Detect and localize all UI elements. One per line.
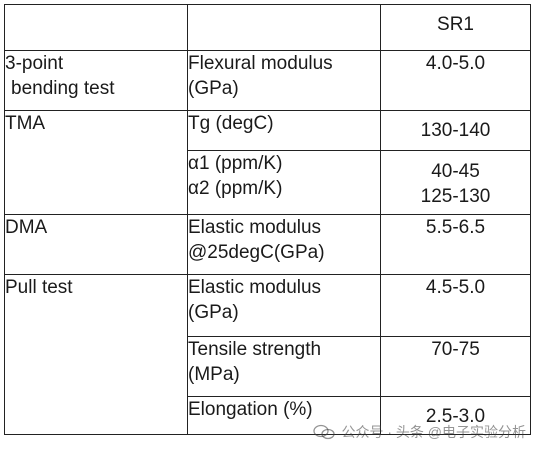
property-label: Elastic modulus xyxy=(188,217,322,238)
header-row: SR1 xyxy=(4,4,531,51)
value-cell: 40-45 125-130 xyxy=(380,150,531,215)
value-text: 2.5-3.0 xyxy=(425,406,486,427)
property-unit: (MPa) xyxy=(188,364,240,385)
test-cell: 3-point bending test xyxy=(4,50,188,111)
value-text: 125-130 xyxy=(420,186,491,207)
property-cell: Elastic modulus (GPa) xyxy=(187,274,381,337)
test-cell: DMA xyxy=(4,214,188,275)
header-sample-cell: SR1 xyxy=(380,4,531,51)
table-row: DMA Elastic modulus @25degC(GPa) 5.5-6.5 xyxy=(4,214,531,275)
property-cell: Tensile strength (MPa) xyxy=(187,336,381,397)
property-label: α1 (ppm/K) xyxy=(188,153,283,174)
value-cell: 4.0-5.0 xyxy=(380,50,531,111)
property-cell: Tg (degC) xyxy=(187,110,381,151)
test-name: 3-point xyxy=(5,53,64,74)
property-label: α2 (ppm/K) xyxy=(188,178,283,199)
value-text: 130-140 xyxy=(420,120,491,141)
wechat-icon xyxy=(313,424,336,440)
value-cell: 5.5-6.5 xyxy=(380,214,531,275)
table-row: Pull test Elastic modulus (GPa) 4.5-5.0 xyxy=(4,274,531,435)
table-row: 3-point bending test Flexural modulus (G… xyxy=(4,50,531,111)
test-name: TMA xyxy=(5,113,46,134)
watermark: 公众号 · 头条 @电子实验分析 xyxy=(313,422,526,442)
property-cell: Elongation (%) xyxy=(187,396,381,435)
test-cell: TMA xyxy=(4,110,188,215)
property-label: Tg (degC) xyxy=(188,113,274,134)
property-cell: α1 (ppm/K) α2 (ppm/K) xyxy=(187,150,381,215)
property-label: Flexural modulus xyxy=(188,53,333,74)
sample-name: SR1 xyxy=(437,14,474,35)
property-label: Elongation (%) xyxy=(188,399,313,420)
value-cell: 4.5-5.0 xyxy=(380,274,531,337)
table-row: Tensile strength (MPa) 70-75 xyxy=(5,336,531,397)
value-cell: 70-75 xyxy=(380,336,531,397)
value-text: 5.5-6.5 xyxy=(425,217,486,238)
properties-table: SR1 3-point bending test Flexural modulu… xyxy=(4,4,531,435)
property-label: Elastic modulus xyxy=(188,277,322,298)
value-text: 4.5-5.0 xyxy=(425,277,486,298)
test-name: Pull test xyxy=(5,277,73,298)
property-cell: Elastic modulus @25degC(GPa) xyxy=(187,214,381,275)
value-cell: 130-140 xyxy=(380,110,531,151)
table-row: TMA Tg (degC) 130-140 xyxy=(4,110,531,215)
test-cell: Pull test xyxy=(4,274,188,435)
value-text: 40-45 xyxy=(431,161,480,182)
watermark-text: 公众号 · 头条 @电子实验分析 xyxy=(341,424,526,440)
value-text: 4.0-5.0 xyxy=(425,53,486,74)
test-name: DMA xyxy=(5,217,48,238)
property-cell: Flexural modulus (GPa) xyxy=(187,50,381,111)
table-row: α1 (ppm/K) α2 (ppm/K) 40-45 125-130 xyxy=(5,150,531,215)
property-label: Tensile strength xyxy=(188,339,322,360)
header-empty-cell xyxy=(4,4,188,51)
property-unit: (GPa) xyxy=(188,78,239,99)
property-unit: @25degC(GPa) xyxy=(188,242,325,263)
header-empty-cell xyxy=(187,4,381,51)
table-row: Elongation (%) 2.5-3.0 xyxy=(5,396,531,435)
value-cell: 2.5-3.0 xyxy=(380,396,531,435)
value-text: 70-75 xyxy=(431,339,480,360)
test-name: bending test xyxy=(11,78,115,99)
property-unit: (GPa) xyxy=(188,302,239,323)
